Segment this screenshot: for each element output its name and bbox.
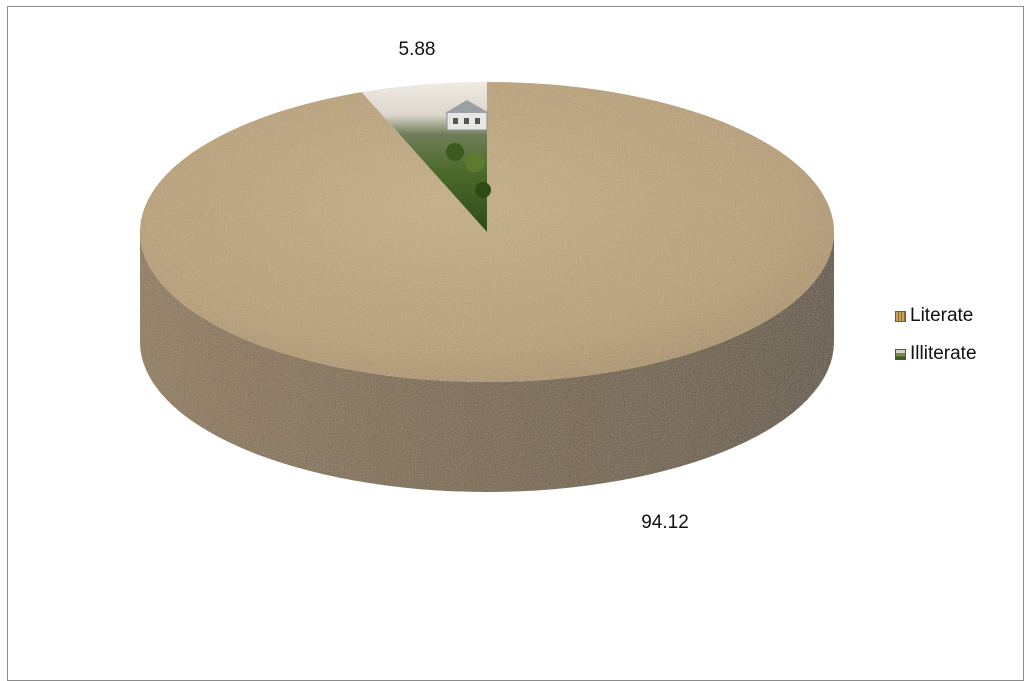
legend-label: Illiterate [910,343,977,364]
legend-item-illiterate: Illiterate [895,342,1030,366]
data-label-literate: 94.12 [641,512,689,533]
pie-slice-literate-side [140,232,834,492]
data-label-illiterate: 5.88 [399,39,436,60]
house-photo-icon [445,100,491,198]
legend: Literate Illiterate [895,304,1030,380]
landscape-photo-swatch-icon [895,348,906,360]
legend-label: Literate [910,305,974,326]
burlap-texture-swatch-icon [895,310,906,322]
pie-slice-literate [140,82,835,383]
legend-item-literate: Literate [895,304,1030,328]
